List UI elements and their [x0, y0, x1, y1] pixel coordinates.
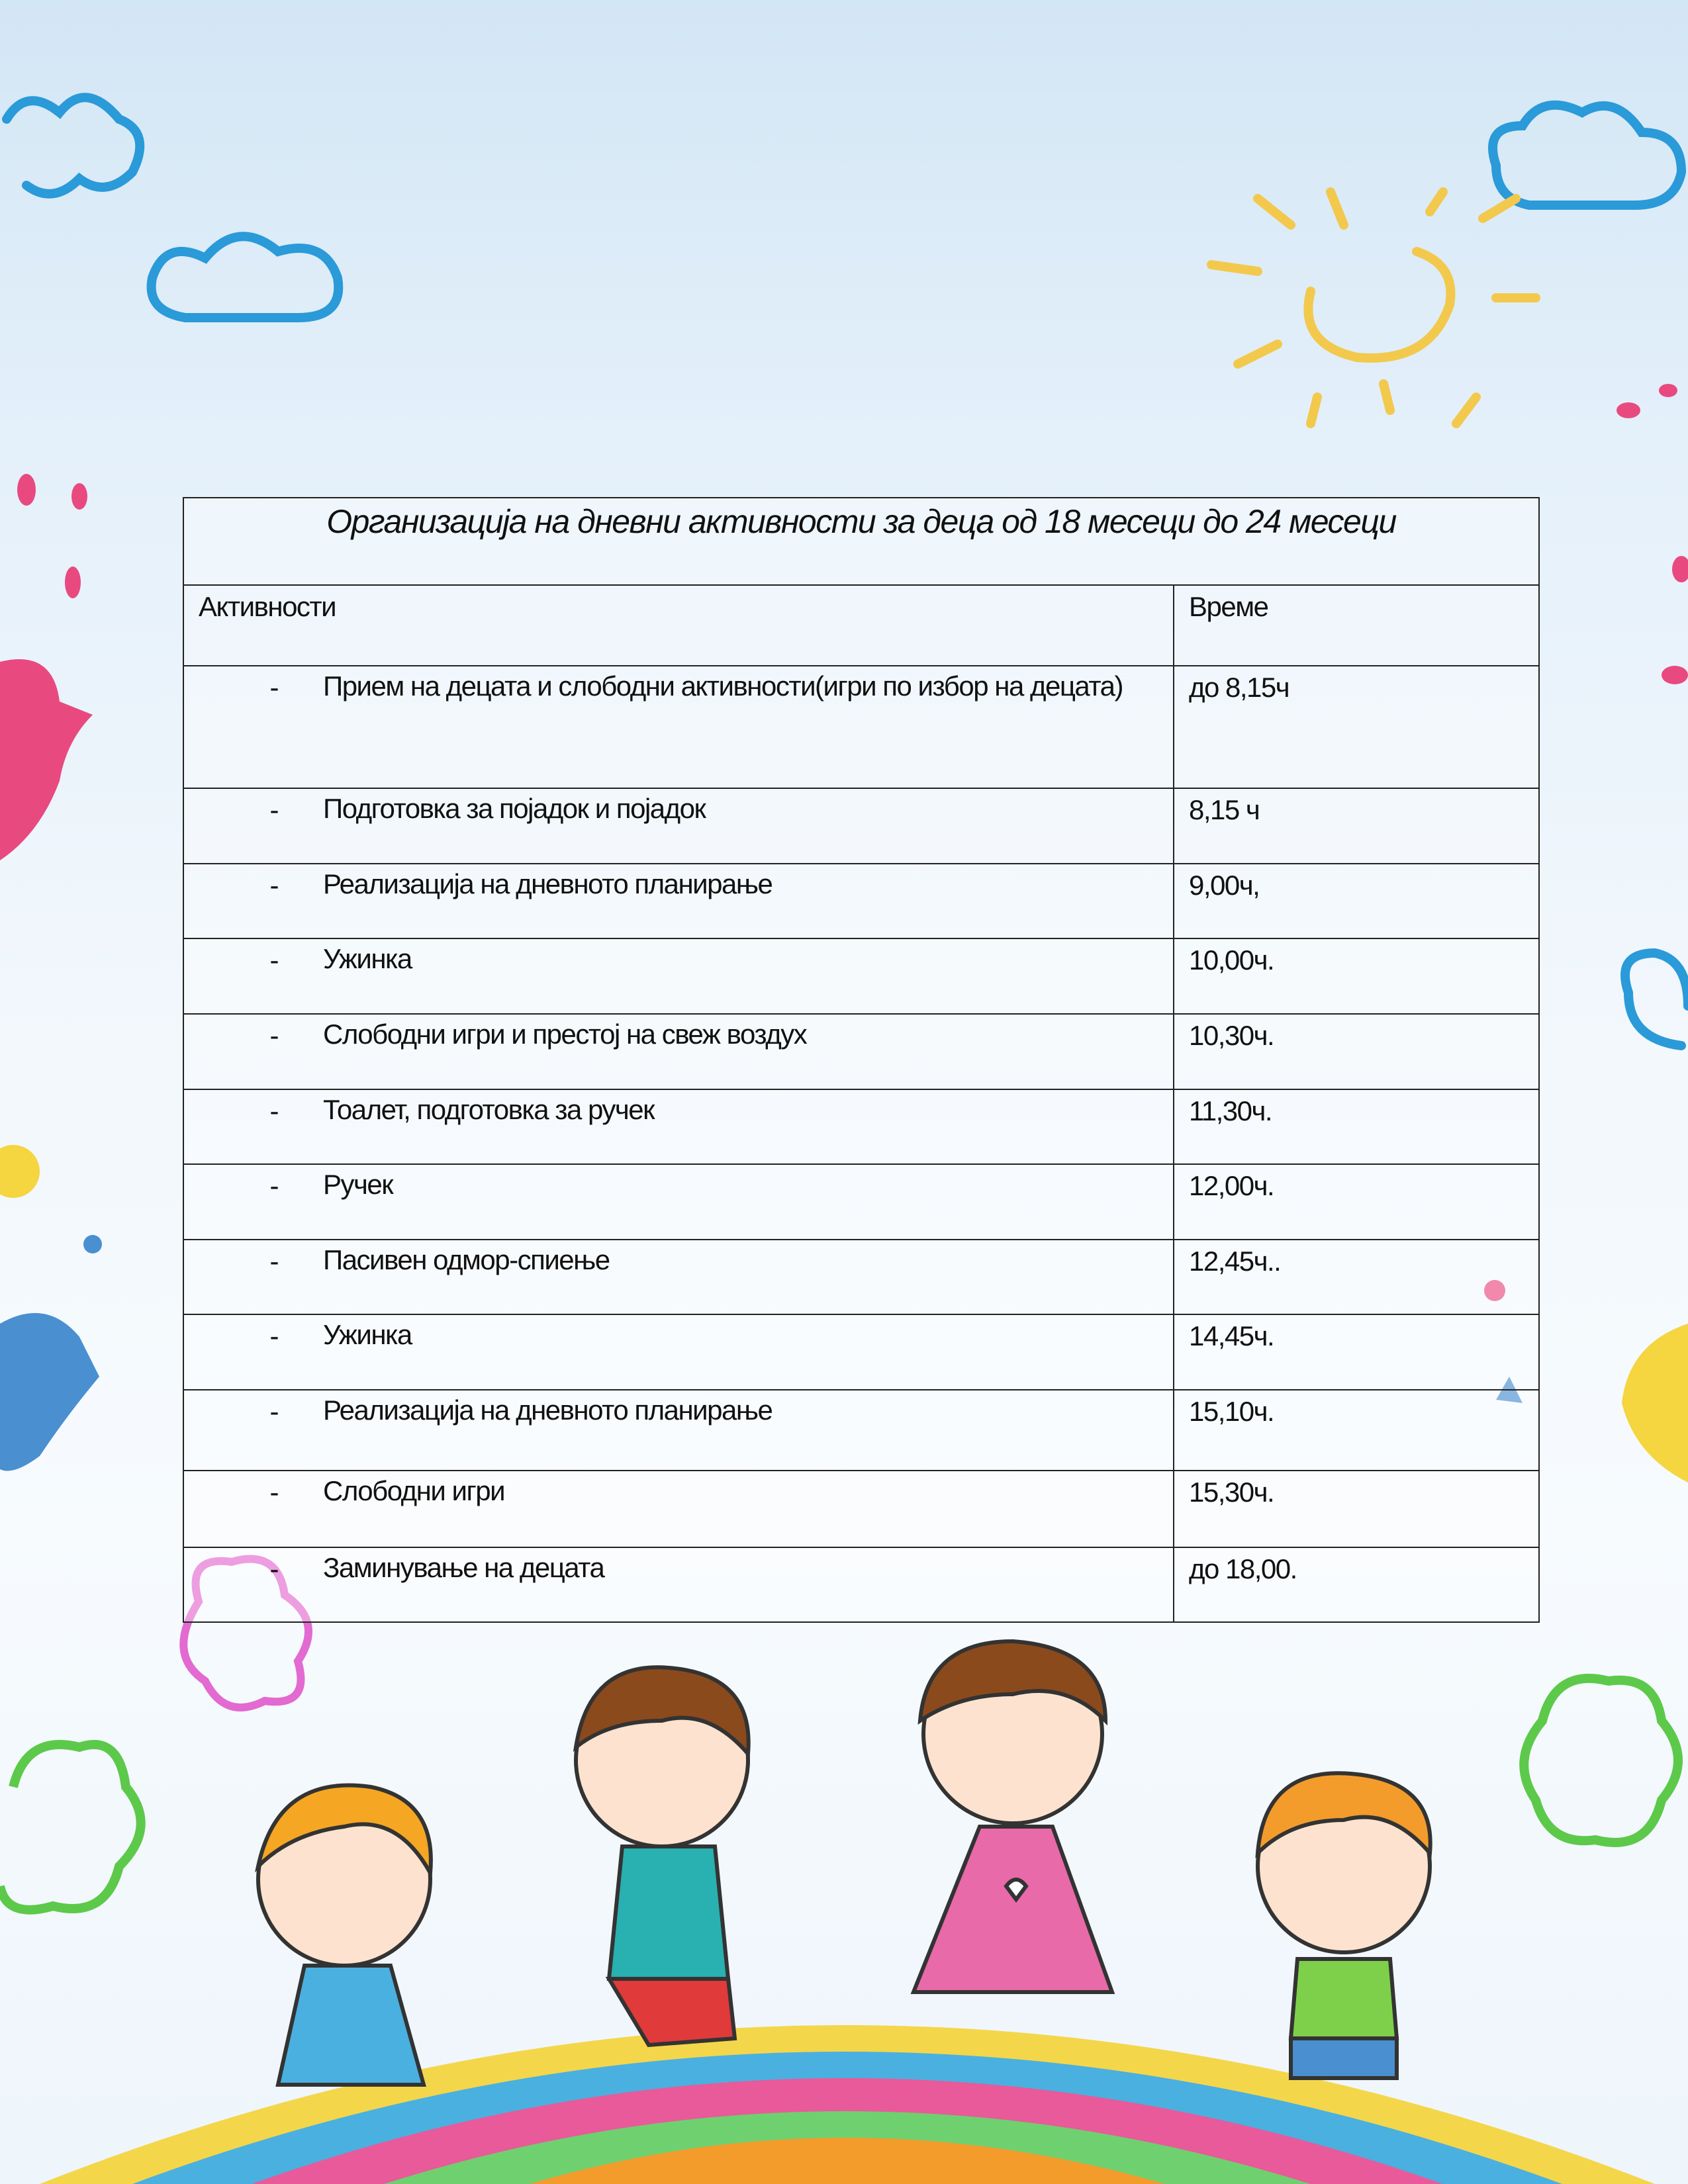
activity-cell: - Ужинка: [183, 938, 1174, 1015]
activity-text: Прием на децата и слободни активности(иг…: [323, 670, 1123, 702]
table-row: - Ужинка 10,00ч.: [183, 938, 1540, 1015]
time-cell: 12,00ч.: [1173, 1163, 1540, 1240]
table-row: - Ручек 12,00ч.: [183, 1163, 1540, 1240]
kid-girl-pink: [910, 1639, 1115, 1994]
tree-icon: [0, 1674, 1683, 1915]
time-cell: 14,45ч.: [1173, 1314, 1540, 1390]
bullet-dash: -: [269, 944, 279, 976]
table-row: - Подготовка за појадок и појадок 8,15 ч: [183, 788, 1540, 864]
bullet-dash: -: [269, 870, 279, 901]
time-cell: 9,00ч,: [1173, 863, 1540, 939]
activity-cell: - Реализација на дневното планирање: [183, 863, 1174, 939]
bullet-dash: -: [269, 794, 279, 825]
bullet-dash: -: [269, 1170, 279, 1201]
activity-text: Ручек: [323, 1169, 394, 1200]
activity-cell: - Подготовка за појадок и појадок: [183, 788, 1174, 864]
header-activity: Активности: [183, 584, 1174, 666]
table-row: - Тоалет, подготовка за ручек 11,30ч.: [183, 1089, 1540, 1165]
cloud-icon: [2, 93, 145, 199]
activity-cell: - Слободни игри: [183, 1470, 1174, 1548]
activity-cell: - Реализација на дневното планирање: [183, 1389, 1174, 1471]
bullet-dash: -: [269, 1095, 279, 1126]
activity-cell: - Ужинка: [183, 1314, 1174, 1390]
time-cell: 8,15 ч: [1173, 788, 1540, 864]
activity-text: Реализација на дневното планирање: [323, 868, 773, 899]
activity-text: Тоалет, подготовка за ручек: [323, 1094, 655, 1125]
activity-cell: - Прием на децата и слободни активности(и…: [183, 665, 1174, 789]
activity-text: Слободни игри и престој на свеж воздух: [323, 1019, 808, 1050]
activity-text: Заминување на децата: [323, 1552, 605, 1583]
table-row: - Слободни игри и престој на свеж воздух 1…: [183, 1013, 1540, 1090]
bullet-dash: -: [269, 1396, 279, 1427]
activity-text: Подготовка за појадок и појадок: [323, 793, 706, 824]
cloud-icon: [146, 232, 344, 322]
activity-cell: - Заминување на децата: [183, 1547, 1174, 1623]
sun-icon: [1207, 187, 1540, 428]
time-cell: 12,45ч..: [1173, 1239, 1540, 1315]
hand-print-icon: [0, 1313, 99, 1471]
activity-cell: - Пасивен одмор-спиење: [183, 1239, 1174, 1315]
time-cell: 15,10ч.: [1173, 1389, 1540, 1471]
cloud-icon: [1620, 948, 1688, 1050]
activity-text: Ужинка: [323, 943, 412, 974]
activity-text: Слободни игри: [323, 1475, 506, 1506]
table-header-row: Активности Време: [183, 584, 1540, 666]
activity-cell: - Ручек: [183, 1163, 1174, 1240]
bullet-dash: -: [269, 1320, 279, 1351]
time-cell: до 18,00.: [1173, 1547, 1540, 1623]
time-cell: 15,30ч.: [1173, 1470, 1540, 1548]
time-cell: 10,30ч.: [1173, 1013, 1540, 1090]
hand-print-icon: [0, 659, 93, 860]
time-cell: до 8,15ч: [1173, 665, 1540, 789]
hand-print-icon: [1622, 1324, 1688, 1482]
table-row: - Слободни игри 15,30ч.: [183, 1470, 1540, 1548]
bullet-dash: -: [269, 1020, 279, 1051]
table-row: - Реализација на дневното планирање 9,00ч,: [183, 863, 1540, 939]
time-cell: 10,00ч.: [1173, 938, 1540, 1015]
table-title: Организација на дневни активности за дец…: [183, 497, 1540, 586]
bullet-dash: -: [269, 1553, 279, 1584]
activity-text: Реализација на дневното планирање: [323, 1394, 773, 1426]
bullet-dash: -: [269, 1246, 279, 1277]
rainbow-ground: [40, 2025, 1655, 2184]
kids-illustration: [254, 1639, 1432, 2087]
kid-boy-teal: [573, 1665, 751, 2048]
paint-drops: [0, 384, 1688, 1301]
daily-activities-table: Организација на дневни активности за дец…: [183, 497, 1540, 1623]
table-row: - Ужинка 14,45ч.: [183, 1314, 1540, 1390]
activity-cell: - Тоалет, подготовка за ручек: [183, 1089, 1174, 1165]
cloud-icon: [1488, 100, 1687, 210]
table-row: - Прием на децата и слободни активности(и…: [183, 665, 1540, 789]
header-time: Време: [1173, 584, 1540, 666]
table-row: - Заминување на децата до 18,00.: [183, 1547, 1540, 1623]
kid-boy-green: [1255, 1771, 1432, 2080]
time-cell: 11,30ч.: [1173, 1089, 1540, 1165]
activity-cell: - Слободни игри и престој на свеж воздух: [183, 1013, 1174, 1090]
kid-girl-blue: [254, 1783, 433, 2087]
table-row: - Реализација на дневното планирање 15,10ч…: [183, 1389, 1540, 1471]
bullet-dash: -: [269, 672, 279, 703]
table-row: - Пасивен одмор-спиење 12,45ч..: [183, 1239, 1540, 1315]
activity-text: Пасивен одмор-спиење: [323, 1244, 610, 1275]
bullet-dash: -: [269, 1477, 279, 1508]
table-title-row: Организација на дневни активности за дец…: [183, 497, 1540, 586]
activity-text: Ужинка: [323, 1319, 412, 1350]
